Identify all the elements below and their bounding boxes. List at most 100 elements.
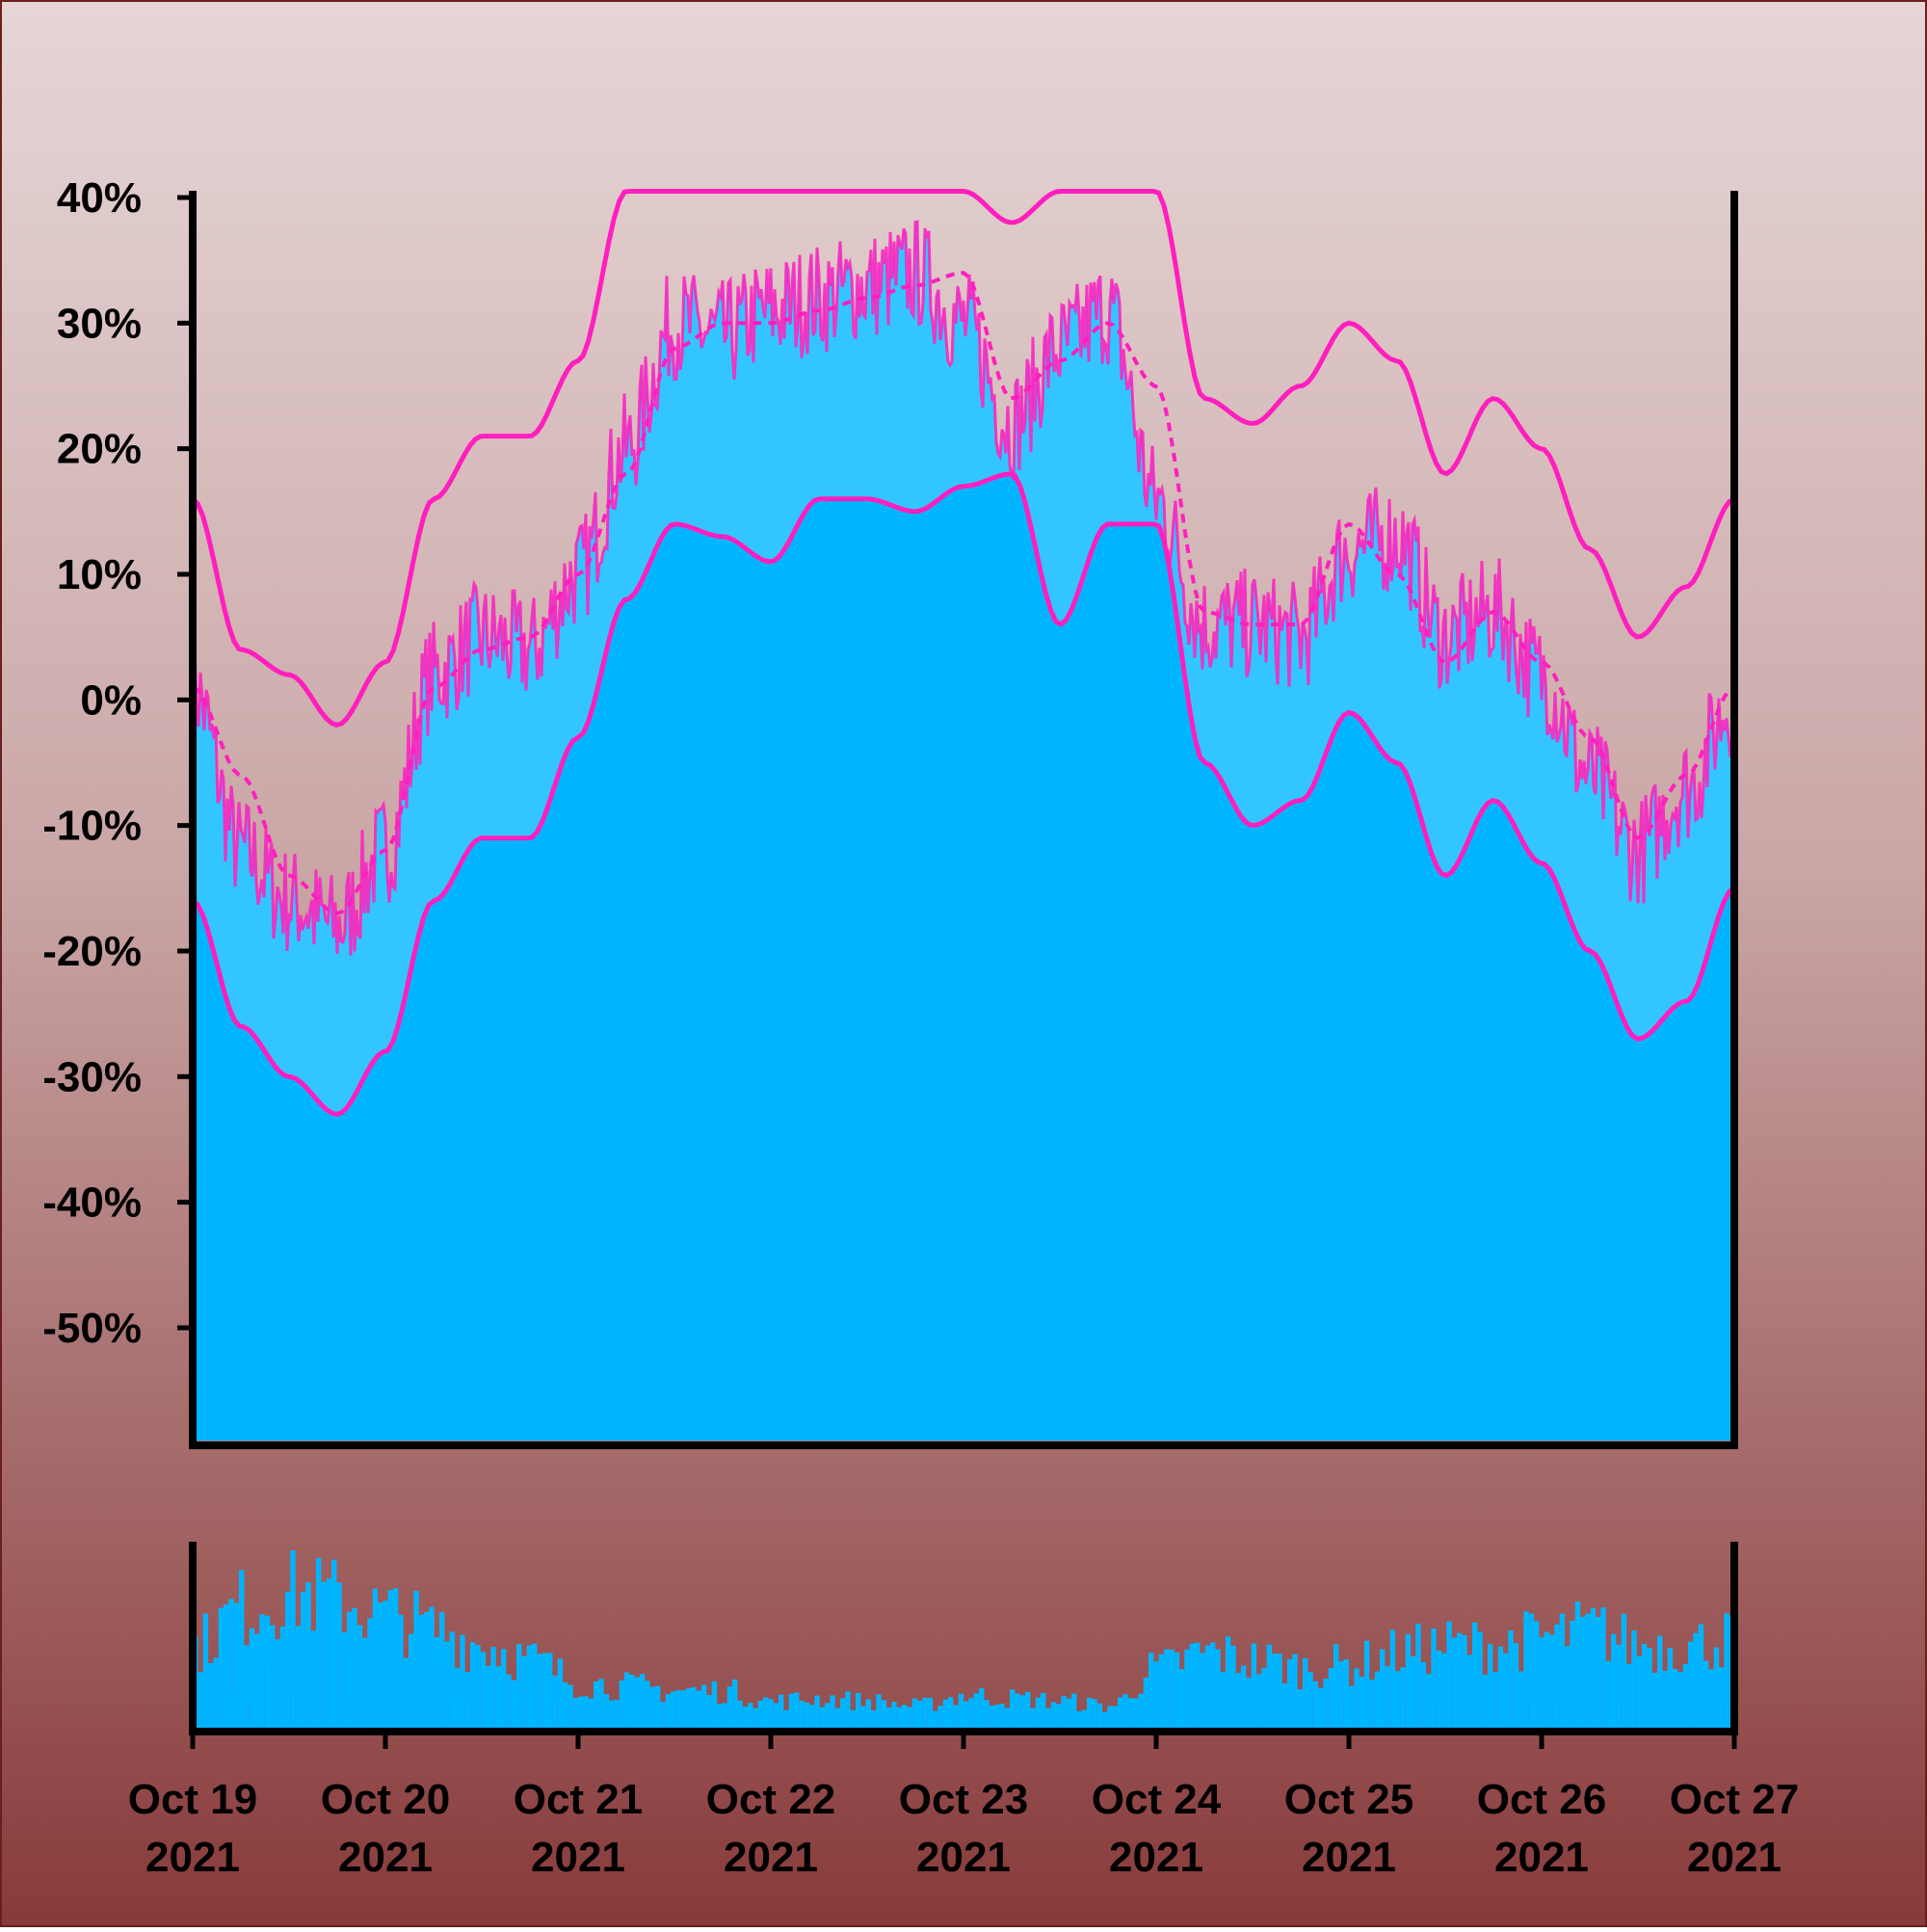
volume-bar bbox=[1004, 1707, 1011, 1729]
volume-bar bbox=[275, 1639, 280, 1729]
volume-bar bbox=[619, 1680, 625, 1729]
volume-bar bbox=[896, 1707, 903, 1729]
volume-bar bbox=[1523, 1611, 1529, 1729]
volume-bar bbox=[1092, 1699, 1097, 1729]
volume-bar bbox=[1441, 1653, 1447, 1729]
volume-bar bbox=[532, 1643, 538, 1729]
volume-bar bbox=[794, 1692, 800, 1729]
volume-bar bbox=[1539, 1636, 1544, 1729]
volume-bar bbox=[1071, 1693, 1077, 1729]
volume-bar bbox=[819, 1707, 826, 1729]
volume-bar bbox=[1359, 1677, 1365, 1729]
volume-bar bbox=[886, 1707, 892, 1729]
volume-bar bbox=[1534, 1621, 1540, 1729]
volume-bar bbox=[1056, 1704, 1062, 1729]
volume-bar bbox=[757, 1700, 764, 1729]
volume-bar bbox=[809, 1705, 815, 1729]
volume-bar bbox=[629, 1675, 635, 1729]
volume-bar bbox=[1030, 1707, 1036, 1729]
volume-bar bbox=[1621, 1613, 1627, 1729]
volume-bar bbox=[711, 1681, 718, 1729]
volume-bar bbox=[840, 1698, 846, 1729]
volume-bar bbox=[1374, 1671, 1381, 1729]
volume-bar bbox=[1204, 1645, 1211, 1729]
volume-bar bbox=[1600, 1607, 1606, 1729]
volume-bar bbox=[1230, 1645, 1236, 1729]
volume-bar bbox=[660, 1702, 666, 1729]
volume-bar bbox=[717, 1704, 723, 1729]
y-tick-label: -40% bbox=[42, 1179, 142, 1227]
volume-bar bbox=[1682, 1663, 1689, 1729]
volume-bar bbox=[409, 1633, 414, 1729]
volume-bar bbox=[301, 1592, 306, 1729]
volume-bar bbox=[1719, 1667, 1725, 1729]
volume-bar bbox=[686, 1688, 692, 1729]
y-tick-label: 0% bbox=[80, 676, 142, 724]
volume-bar bbox=[413, 1590, 419, 1729]
volume-bar bbox=[1010, 1689, 1016, 1729]
volume-bar bbox=[213, 1657, 219, 1729]
volume-bar bbox=[1235, 1673, 1242, 1729]
x-tick-label-year: 2021 bbox=[724, 1834, 818, 1881]
volume-bar bbox=[202, 1613, 209, 1729]
volume-bar bbox=[1127, 1698, 1134, 1729]
volume-bar bbox=[249, 1628, 255, 1729]
volume-bar bbox=[1122, 1694, 1128, 1729]
volume-bar bbox=[224, 1604, 229, 1729]
volume-plot bbox=[196, 1550, 1732, 1729]
volume-bar bbox=[1112, 1706, 1119, 1729]
volume-bar bbox=[547, 1653, 553, 1729]
volume-bar bbox=[1096, 1703, 1103, 1729]
volume-bar bbox=[1436, 1650, 1442, 1729]
volume-bar bbox=[1328, 1668, 1334, 1729]
volume-bar bbox=[1256, 1674, 1262, 1729]
volume-bar bbox=[372, 1588, 379, 1729]
volume-bar bbox=[973, 1693, 980, 1729]
volume-bar bbox=[1200, 1653, 1205, 1729]
volume-bar bbox=[347, 1611, 353, 1729]
volume-bar bbox=[1528, 1613, 1535, 1729]
volume-bar bbox=[583, 1696, 589, 1729]
volume-bar bbox=[1662, 1671, 1668, 1729]
volume-bar bbox=[691, 1686, 697, 1729]
volume-bar bbox=[367, 1618, 373, 1729]
y-tick-label: 40% bbox=[57, 174, 142, 222]
volume-bar bbox=[1318, 1687, 1324, 1729]
volume-bar bbox=[310, 1630, 317, 1729]
volume-bar bbox=[788, 1693, 795, 1729]
volume-bar bbox=[1184, 1649, 1190, 1729]
volume-bar bbox=[1492, 1672, 1498, 1729]
volume-bar bbox=[958, 1693, 964, 1729]
volume-bar bbox=[994, 1705, 1000, 1729]
volume-bar bbox=[537, 1654, 542, 1729]
volume-bar bbox=[1477, 1631, 1483, 1729]
volume-bar bbox=[1708, 1669, 1714, 1729]
volume-bar bbox=[968, 1698, 974, 1729]
volume-bar bbox=[927, 1697, 934, 1729]
volume-bar bbox=[722, 1703, 727, 1729]
volume-bar bbox=[1596, 1617, 1601, 1729]
volume-bar bbox=[917, 1701, 923, 1729]
x-tick-label-date: Oct 20 bbox=[321, 1776, 451, 1823]
volume-bar bbox=[933, 1710, 938, 1729]
volume-bar bbox=[490, 1647, 496, 1729]
volume-bar bbox=[588, 1698, 594, 1729]
volume-bar bbox=[655, 1685, 661, 1729]
volume-bar bbox=[1148, 1653, 1154, 1729]
volume-bar bbox=[398, 1614, 404, 1729]
volume-bar bbox=[218, 1607, 224, 1729]
volume-bar bbox=[1698, 1624, 1704, 1729]
volume-bar bbox=[594, 1681, 599, 1729]
volume-bar bbox=[1713, 1647, 1720, 1729]
volume-bar bbox=[434, 1636, 440, 1729]
volume-bar bbox=[1241, 1665, 1247, 1729]
volume-bar bbox=[196, 1636, 198, 1729]
x-tick-label-year: 2021 bbox=[1687, 1834, 1782, 1881]
volume-bar bbox=[696, 1690, 702, 1729]
value-line bbox=[196, 220, 1732, 956]
volume-bar bbox=[1133, 1698, 1139, 1729]
volume-bar bbox=[964, 1701, 969, 1729]
volume-bar bbox=[1590, 1607, 1597, 1729]
volume-bar bbox=[1338, 1660, 1344, 1729]
